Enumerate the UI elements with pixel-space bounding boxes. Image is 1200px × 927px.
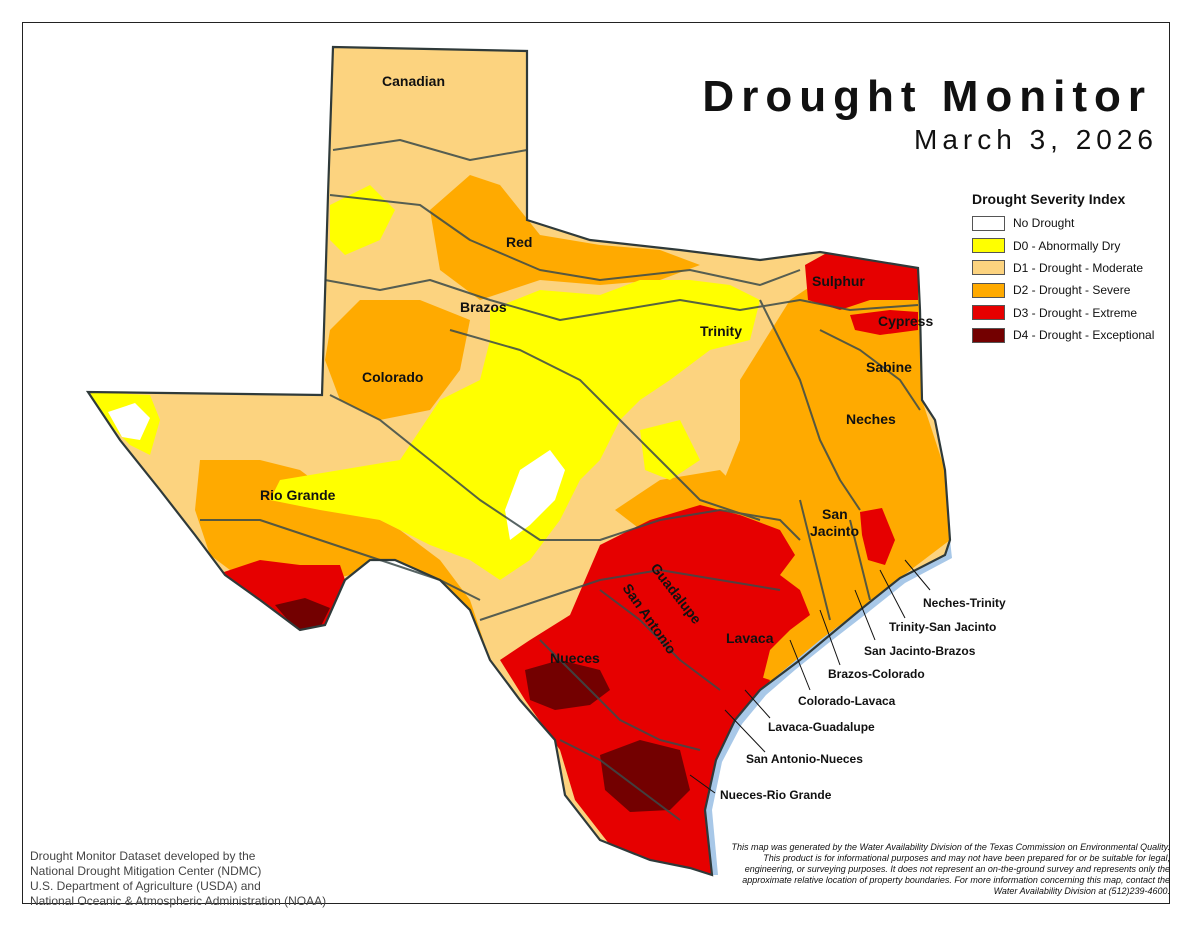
no-drought-far-west [108, 403, 150, 440]
label-san-jacinto-2: Jacinto [810, 523, 859, 539]
legend-item-d2: D2 - Drought - Severe [972, 279, 1172, 301]
label-san-jacinto-1: San [822, 506, 848, 522]
no-drought-central [505, 450, 565, 540]
d3-cypress [850, 310, 918, 335]
credit-line: Drought Monitor Dataset developed by the [30, 849, 256, 863]
texas-drought-areas [88, 47, 950, 875]
legend-item-d3: D3 - Drought - Extreme [972, 302, 1172, 324]
legend-label: D2 - Drought - Severe [1013, 283, 1131, 298]
basin-boundaries [200, 139, 921, 821]
legend-label: D3 - Drought - Extreme [1013, 305, 1138, 320]
legend-swatch [972, 282, 1005, 298]
label-colorado-lavaca: Colorado-Lavaca [798, 694, 896, 708]
d2-colorado-upper [325, 300, 470, 420]
legend-label: D4 - Drought - Exceptional [1013, 328, 1155, 343]
legend-title: Drought Severity Index [972, 191, 1126, 207]
label-brazos: Brazos [460, 299, 507, 315]
d4-nueces-rio-grande [600, 740, 690, 812]
label-cypress: Cypress [878, 313, 933, 329]
d3-big-bend [215, 560, 345, 630]
label-red: Red [506, 234, 532, 250]
credit-line: U.S. Department of Agriculture (USDA) an… [30, 879, 261, 893]
label-nueces-rio-grande: Nueces-Rio Grande [720, 788, 832, 802]
gulf-coast-water [705, 540, 952, 875]
label-colorado: Colorado [362, 369, 423, 385]
coastal-leader-lines [689, 559, 931, 794]
d2-red-basin [430, 175, 700, 300]
credit-line: National Drought Mitigation Center (NDMC… [30, 864, 262, 878]
legend-swatch [972, 260, 1005, 276]
credit-line: National Oceanic & Atmospheric Administr… [30, 894, 327, 908]
texas-outline [85, 45, 952, 877]
legend: Drought Severity Index No Drought D0 - A… [972, 191, 1172, 346]
label-rio-grande: Rio Grande [260, 487, 336, 503]
coastal-basin-labels: Neches-Trinity Trinity-San Jacinto San J… [720, 596, 1006, 802]
label-trinity: Trinity [700, 323, 742, 339]
label-sabine: Sabine [866, 359, 912, 375]
d4-nueces [525, 660, 610, 710]
disclaimer: This map was generated by the Water Avai… [731, 842, 1170, 896]
legend-label: No Drought [1013, 216, 1075, 231]
label-san-jacinto-brazos: San Jacinto-Brazos [864, 644, 976, 658]
legend-swatch [972, 238, 1005, 254]
label-brazos-colorado: Brazos-Colorado [828, 667, 925, 681]
d2-west [195, 460, 555, 740]
d0-panhandle-west [330, 185, 395, 255]
data-credit: Drought Monitor Dataset developed by the… [30, 849, 326, 909]
d4-big-bend [275, 598, 330, 632]
label-lavaca: Lavaca [726, 630, 774, 646]
label-neches-trinity: Neches-Trinity [923, 596, 1006, 610]
label-trinity-san-jacinto: Trinity-San Jacinto [889, 620, 996, 634]
legend-swatch [972, 305, 1005, 321]
d3-south-central [500, 505, 810, 875]
label-nueces: Nueces [550, 650, 600, 666]
legend-swatch [972, 215, 1005, 231]
label-neches: Neches [846, 411, 896, 427]
legend-item-no-drought: No Drought [972, 212, 1172, 234]
label-lavaca-guadalupe: Lavaca-Guadalupe [768, 720, 875, 734]
d3-san-jacinto-east [860, 508, 895, 565]
legend-item-d1: D1 - Drought - Moderate [972, 257, 1172, 279]
legend-label: D0 - Abnormally Dry [1013, 238, 1121, 253]
label-sulphur: Sulphur [812, 273, 865, 289]
map-title: Drought Monitor [702, 72, 1152, 121]
legend-label: D1 - Drought - Moderate [1013, 260, 1144, 275]
label-san-antonio-nueces: San Antonio-Nueces [746, 752, 863, 766]
d0-east-central [640, 420, 700, 480]
map-date: March 3, 2026 [914, 124, 1158, 155]
label-canadian: Canadian [382, 73, 445, 89]
legend-item-d4: D4 - Drought - Exceptional [972, 324, 1172, 346]
legend-item-d0: D0 - Abnormally Dry [972, 234, 1172, 256]
d0-central [270, 280, 760, 580]
legend-swatch [972, 327, 1005, 343]
